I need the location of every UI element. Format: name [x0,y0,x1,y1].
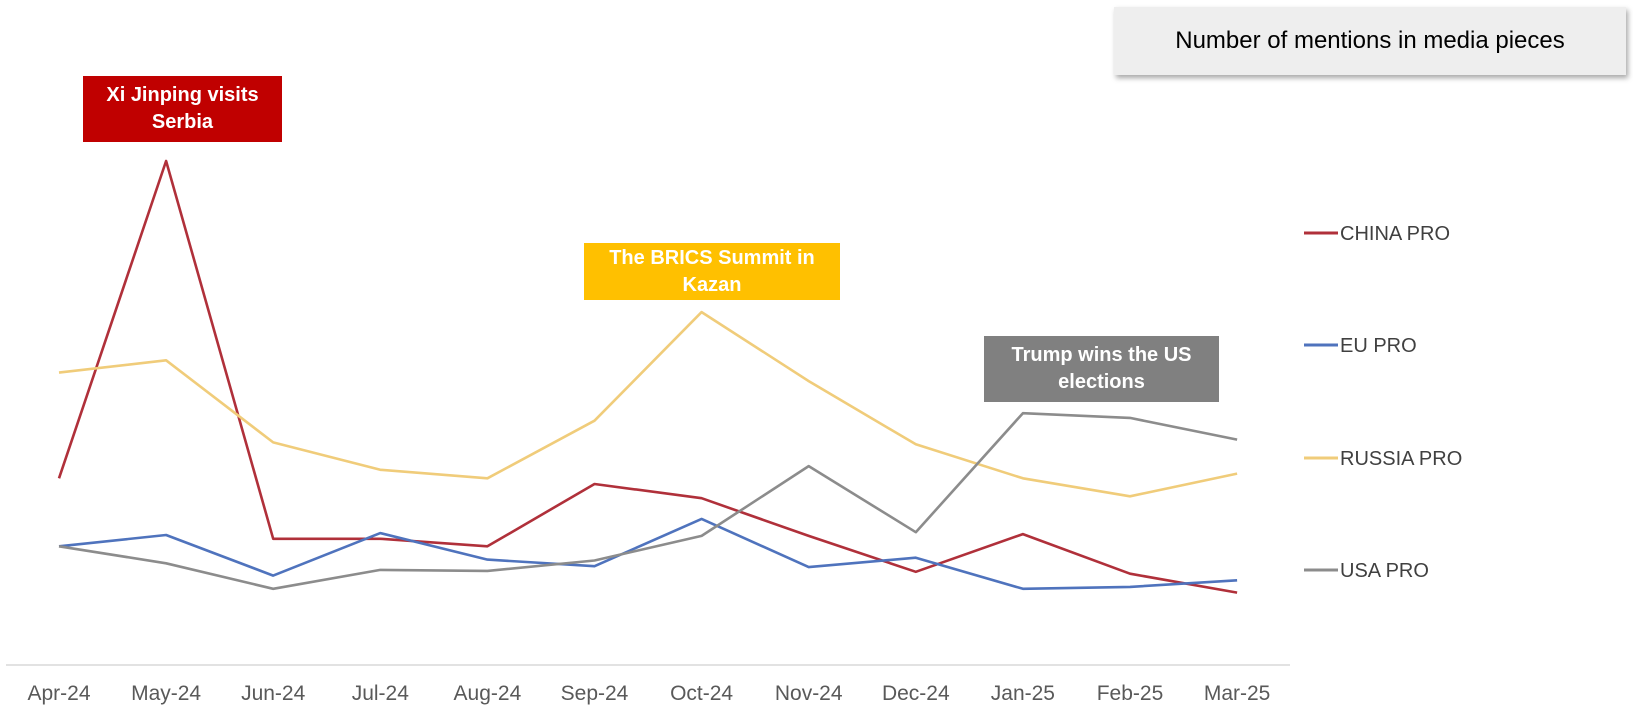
x-tick-label: Dec-24 [882,682,950,705]
x-tick-labels: Apr-24 May-24 Jun-24 Jul-24 Aug-24 Sep-24 Oct-… [27,682,1270,705]
legend-label: CHINA PRO [1340,223,1450,245]
x-tick-label: May-24 [131,682,201,705]
annotation-brics-summit-text: The BRICS Summit in Kazan [609,246,815,296]
x-tick-label: Jun-24 [241,682,306,705]
legend-label: EU PRO [1340,335,1417,357]
annotation-trump-wins: Trump wins the US elections [984,336,1219,402]
x-tick-label: Nov-24 [775,682,843,705]
series-line-eu-pro [58,517,1238,591]
annotation-trump-wins-text: Trump wins the US elections [1011,344,1192,393]
legend-label: RUSSIA PRO [1340,448,1462,470]
legend: CHINA PRO EU PRO RUSSIA PRO USA PRO [1304,223,1462,582]
series-line-russia-pro [58,310,1238,498]
annotation-xi-jinping-visit: Xi Jinping visits Serbia [83,76,282,142]
series-line-china-pro [57,159,1238,594]
x-tick-label: Oct-24 [670,682,733,705]
legend-item: RUSSIA PRO [1304,448,1462,470]
legend-item: EU PRO [1304,335,1417,357]
x-tick-label: Jul-24 [352,682,410,705]
x-tick-label: Feb-25 [1097,682,1164,705]
x-tick-label: Jan-25 [991,682,1055,705]
x-tick-label: Aug-24 [454,682,522,705]
series-line-usa-pro [58,411,1238,591]
chart-title: Number of mentions in media pieces [1114,7,1626,75]
x-tick-label: Apr-24 [27,682,90,705]
legend-label: USA PRO [1340,560,1429,582]
x-tick-label: Sep-24 [561,682,629,705]
annotation-brics-summit: The BRICS Summit in Kazan [584,243,840,300]
legend-item: USA PRO [1304,560,1429,582]
legend-item: CHINA PRO [1304,223,1450,245]
x-tick-label: Mar-25 [1204,682,1271,705]
annotation-xi-jinping-visit-text: Xi Jinping visits Serbia [106,84,259,133]
series-layer [57,159,1238,594]
